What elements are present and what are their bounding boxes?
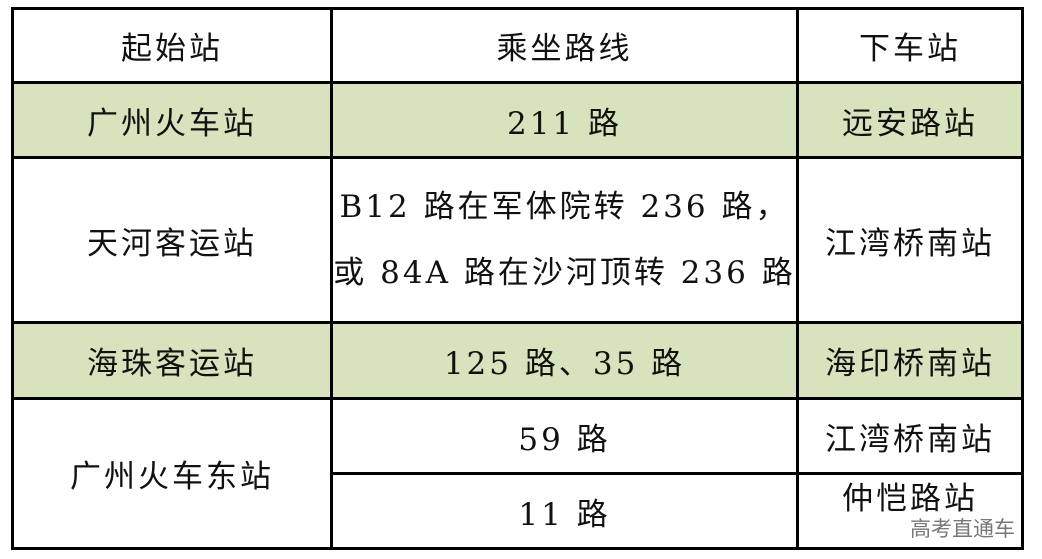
table-row: 11 路 仲恺路站 高考直通车 bbox=[13, 472, 1024, 550]
stop-cell: 仲恺路站 高考直通车 bbox=[796, 472, 1024, 550]
start-station: 天河客运站 bbox=[11, 156, 333, 324]
stop-station: 江湾桥南站 bbox=[796, 156, 1024, 324]
table-row: 广州火车站 211 路 远安路站 bbox=[11, 81, 1024, 159]
header-row: 起始站 乘坐路线 下车站 bbox=[11, 7, 1024, 84]
start-station: 广州火车东站 bbox=[11, 397, 333, 550]
stop-station: 仲恺路站 bbox=[842, 481, 978, 517]
stop-station: 远安路站 bbox=[796, 81, 1024, 159]
route-line: B12 路在军体院转 236 路， bbox=[339, 189, 790, 225]
header-route: 乘坐路线 bbox=[330, 7, 799, 84]
route: 125 路、35 路 bbox=[330, 321, 799, 400]
watermark: 高考直通车 bbox=[910, 517, 1015, 541]
route: 59 路 bbox=[330, 397, 799, 475]
route: 11 路 bbox=[330, 472, 799, 550]
route-line: 或 84A 路在沙河顶转 236 路 bbox=[333, 255, 796, 291]
route: B12 路在军体院转 236 路， 或 84A 路在沙河顶转 236 路 bbox=[330, 156, 799, 324]
stop-station: 海印桥南站 bbox=[796, 321, 1024, 400]
header-stop: 下车站 bbox=[796, 7, 1024, 84]
table-row: 广州火车东站 59 路 江湾桥南站 bbox=[11, 397, 1024, 550]
start-station: 海珠客运站 bbox=[11, 321, 333, 400]
start-station: 广州火车站 bbox=[11, 81, 333, 159]
header-start-station: 起始站 bbox=[11, 7, 333, 84]
table-row: 海珠客运站 125 路、35 路 海印桥南站 bbox=[11, 321, 1024, 400]
route: 211 路 bbox=[330, 81, 799, 159]
stop-station: 江湾桥南站 bbox=[796, 397, 1024, 475]
bus-route-table: 起始站 乘坐路线 下车站 广州火车站 211 路 远安路站 天河客运站 B12 … bbox=[11, 7, 1024, 550]
table-row: 天河客运站 B12 路在军体院转 236 路， 或 84A 路在沙河顶转 236… bbox=[11, 156, 1024, 324]
